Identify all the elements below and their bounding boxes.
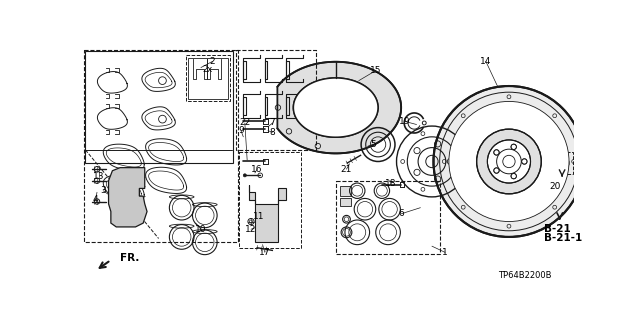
Text: 10: 10 (195, 225, 207, 234)
Circle shape (433, 86, 584, 237)
Text: 9: 9 (238, 126, 244, 135)
Polygon shape (340, 198, 351, 206)
Text: 12: 12 (245, 225, 257, 234)
Text: 5: 5 (370, 140, 376, 149)
Circle shape (494, 150, 499, 155)
Text: 2: 2 (210, 57, 215, 66)
Text: 17: 17 (259, 248, 271, 257)
Text: 11: 11 (253, 212, 264, 221)
Text: 1: 1 (442, 248, 448, 257)
Text: 6: 6 (398, 209, 404, 218)
Text: 19: 19 (399, 117, 411, 126)
Text: 18: 18 (385, 179, 397, 188)
Text: 4: 4 (93, 196, 99, 204)
Text: 15: 15 (370, 66, 381, 75)
Text: TP64B2200B: TP64B2200B (498, 271, 551, 280)
Circle shape (449, 101, 569, 221)
Circle shape (243, 174, 246, 177)
Polygon shape (277, 62, 401, 153)
Text: 8: 8 (269, 128, 275, 137)
Text: 3: 3 (100, 186, 106, 195)
Text: 14: 14 (480, 57, 492, 66)
Polygon shape (109, 168, 147, 227)
Polygon shape (340, 186, 351, 196)
Circle shape (494, 168, 499, 173)
Polygon shape (293, 78, 378, 137)
Text: 20: 20 (550, 182, 561, 191)
Text: 21: 21 (340, 165, 352, 174)
Text: FR.: FR. (120, 253, 140, 263)
Text: 22: 22 (239, 118, 250, 128)
Circle shape (522, 159, 527, 164)
Text: 13: 13 (93, 172, 104, 182)
Circle shape (488, 140, 531, 183)
Text: B-21-1: B-21-1 (545, 234, 582, 243)
Text: 7: 7 (269, 118, 275, 128)
Polygon shape (250, 185, 285, 242)
Circle shape (477, 129, 541, 194)
Text: B-21: B-21 (545, 224, 571, 234)
Circle shape (511, 174, 516, 179)
Circle shape (511, 144, 516, 150)
Text: 2x: 2x (203, 64, 213, 74)
Text: 16: 16 (252, 165, 263, 174)
